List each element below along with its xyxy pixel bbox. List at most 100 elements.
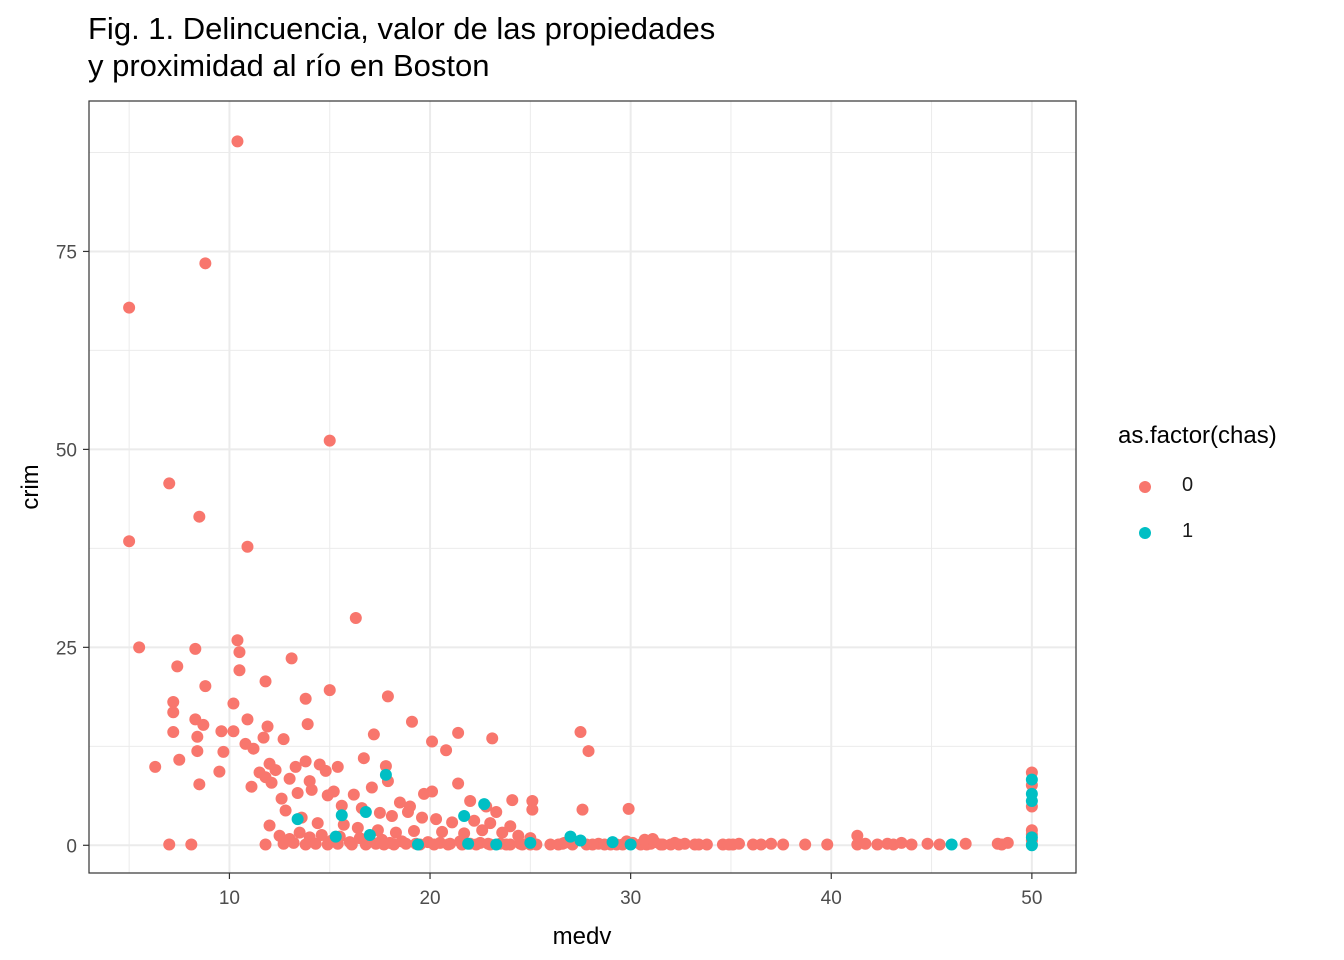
data-point-1 [1025, 839, 1038, 852]
data-point-0 [504, 820, 517, 833]
data-point-0 [301, 718, 314, 731]
chart-title: Fig. 1. Delincuencia, valor de las propi… [88, 10, 715, 84]
data-point-0 [305, 783, 318, 796]
data-point-0 [285, 652, 298, 665]
data-point-0 [163, 838, 176, 851]
x-axis-title: medv [553, 923, 612, 950]
data-point-0 [393, 796, 406, 809]
data-point-0 [765, 837, 778, 850]
data-point-0 [496, 826, 509, 839]
data-point-0 [440, 744, 453, 757]
data-point-0 [426, 785, 439, 798]
data-point-1 [379, 768, 392, 781]
data-point-0 [289, 760, 302, 773]
data-point-0 [373, 806, 386, 819]
data-point-0 [468, 814, 481, 827]
data-point-0 [895, 836, 908, 849]
data-point-0 [464, 794, 477, 807]
data-point-0 [500, 838, 513, 851]
x-tick-label: 40 [821, 888, 842, 909]
data-point-1 [462, 837, 475, 850]
data-point-0 [331, 760, 344, 773]
data-point-0 [193, 778, 206, 791]
data-point-0 [506, 794, 519, 807]
data-point-0 [933, 838, 946, 851]
data-point-0 [319, 764, 332, 777]
data-point-0 [259, 675, 272, 688]
data-point-1 [564, 830, 577, 843]
data-point-0 [351, 821, 364, 834]
data-point-0 [293, 826, 306, 839]
data-point-0 [777, 838, 790, 851]
data-point-0 [646, 832, 659, 845]
data-point-0 [315, 828, 328, 841]
data-point-0 [283, 772, 296, 785]
data-point-0 [215, 725, 228, 738]
data-point-0 [416, 811, 429, 824]
data-point-0 [526, 803, 539, 816]
chart-title-line-2: y proximidad al río en Boston [88, 48, 490, 83]
data-point-0 [851, 829, 864, 842]
data-point-0 [213, 765, 226, 778]
data-point-1 [291, 813, 304, 826]
data-point-0 [582, 745, 595, 758]
data-point-0 [399, 837, 412, 850]
data-point-0 [167, 695, 180, 708]
data-point-0 [227, 697, 240, 710]
data-point-0 [217, 745, 230, 758]
data-point-0 [921, 837, 934, 850]
data-point-0 [668, 836, 681, 849]
data-point-0 [309, 837, 322, 850]
data-point-0 [576, 803, 589, 816]
data-point-0 [231, 135, 244, 148]
x-tick-label: 30 [620, 888, 641, 909]
data-point-0 [385, 809, 398, 822]
data-point-0 [291, 787, 304, 800]
data-point-0 [241, 540, 254, 553]
data-point-0 [821, 838, 834, 851]
data-point-0 [323, 684, 336, 697]
data-point-0 [452, 777, 465, 790]
data-point-0 [622, 802, 635, 815]
legend-swatch-1 [1139, 527, 1151, 539]
data-point-0 [430, 813, 443, 826]
data-point-0 [426, 735, 439, 748]
data-point-0 [191, 745, 204, 758]
data-point-0 [323, 434, 336, 447]
data-point-1 [624, 838, 637, 851]
data-point-0 [367, 728, 380, 741]
data-point-0 [299, 838, 312, 851]
data-point-0 [452, 726, 465, 739]
data-point-1 [574, 834, 587, 847]
data-point-0 [185, 838, 198, 851]
data-point-0 [299, 755, 312, 768]
y-tick-label: 0 [66, 836, 77, 857]
data-point-1 [363, 828, 376, 841]
grid-minor [89, 101, 1076, 873]
data-point-0 [259, 838, 272, 851]
data-point-0 [359, 838, 372, 851]
data-point-0 [436, 825, 449, 838]
data-point-1 [478, 798, 491, 811]
data-points [123, 135, 1038, 852]
data-point-0 [263, 819, 276, 832]
chart-title-line-1: Fig. 1. Delincuencia, valor de las propi… [88, 11, 716, 46]
data-point-0 [428, 838, 441, 851]
legend-item-0: 0 [1118, 472, 1208, 502]
data-point-0 [173, 753, 186, 766]
data-point-0 [405, 715, 418, 728]
data-point-0 [526, 794, 539, 807]
legend: as.factor(chas) 0 1 [1118, 422, 1277, 542]
data-point-0 [287, 836, 300, 849]
data-point-0 [692, 838, 705, 851]
data-point-0 [959, 837, 972, 850]
grid-major [89, 101, 1076, 873]
data-point-0 [446, 816, 459, 829]
panel-border [88, 100, 1077, 874]
legend-swatch-0 [1139, 481, 1151, 493]
y-axis-title: crim [17, 464, 44, 509]
data-point-0 [279, 804, 292, 817]
data-point-1 [329, 830, 342, 843]
data-point-0 [345, 838, 358, 851]
